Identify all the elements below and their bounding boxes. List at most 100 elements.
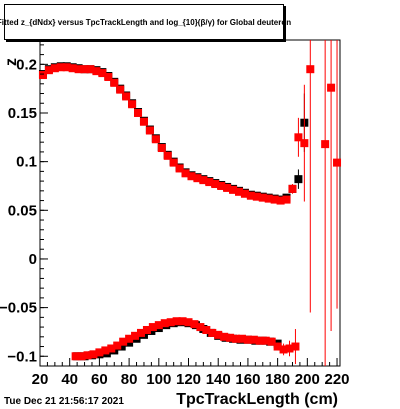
- data-point: [56, 63, 65, 72]
- data-point: [306, 65, 315, 74]
- data-point: [139, 117, 148, 126]
- data-point: [136, 328, 145, 337]
- data-point: [205, 178, 214, 187]
- data-point: [232, 334, 241, 343]
- data-point: [220, 332, 229, 341]
- data-point: [237, 334, 246, 343]
- data-point: [243, 335, 252, 344]
- data-point: [321, 140, 330, 149]
- data-point: [178, 317, 187, 326]
- x-tick-label: 60: [91, 371, 108, 388]
- data-point: [226, 333, 235, 342]
- data-point: [154, 321, 163, 330]
- data-point: [142, 325, 151, 334]
- data-point: [282, 195, 291, 204]
- data-point: [77, 352, 86, 361]
- data-point: [80, 65, 89, 74]
- data-point: [86, 65, 95, 74]
- data-point: [217, 181, 226, 190]
- data-point: [300, 139, 309, 148]
- data-point: [288, 184, 297, 193]
- x-tick-label: 200: [295, 371, 320, 388]
- y-tick-label: 0.1: [16, 154, 37, 171]
- data-point: [68, 64, 77, 73]
- data-point: [270, 195, 279, 204]
- data-point: [166, 318, 175, 327]
- x-tick-label: 160: [235, 371, 260, 388]
- data-point: [294, 133, 303, 142]
- data-point: [113, 341, 122, 350]
- data-point: [98, 69, 107, 78]
- chart-title-box: Fitted z_{dNdx} versus TpcTrackLength an…: [0, 4, 291, 40]
- data-point: [252, 192, 261, 201]
- data-point: [128, 100, 137, 109]
- data-point: [119, 337, 128, 346]
- data-point: [175, 164, 184, 173]
- data-point: [169, 158, 178, 167]
- data-point: [101, 346, 110, 355]
- data-point: [181, 169, 190, 178]
- data-point: [117, 342, 126, 351]
- data-point: [110, 78, 119, 87]
- x-axis-label: TpcTrackLength (cm): [176, 391, 338, 408]
- data-point: [223, 183, 232, 192]
- data-point: [95, 348, 104, 357]
- timestamp-footer: Tue Dec 21 21:56:17 2021: [4, 396, 124, 407]
- y-axis-label: z: [3, 58, 20, 66]
- data-point: [249, 335, 258, 344]
- data-point: [208, 328, 217, 337]
- data-point: [44, 66, 53, 75]
- chart-title: Fitted z_{dNdx} versus TpcTrackLength an…: [0, 17, 292, 27]
- data-point: [264, 194, 273, 203]
- y-tick-label: −0.1: [7, 348, 37, 365]
- data-point: [199, 176, 208, 185]
- data-point: [267, 337, 276, 346]
- data-point: [50, 64, 59, 73]
- x-tick-label: 100: [146, 371, 171, 388]
- x-tick-label: 80: [121, 371, 138, 388]
- x-tick-label: 120: [176, 371, 201, 388]
- data-point: [134, 108, 143, 117]
- data-point: [38, 71, 47, 80]
- data-point: [285, 344, 294, 353]
- data-point: [273, 342, 282, 351]
- plot-frame: [39, 39, 341, 367]
- data-point: [92, 67, 101, 76]
- data-point: [261, 336, 270, 345]
- data-point: [83, 351, 92, 360]
- data-point: [122, 92, 131, 101]
- data-point: [240, 189, 249, 198]
- data-point: [172, 317, 181, 326]
- data-point: [157, 144, 166, 153]
- data-point: [190, 320, 199, 329]
- data-point: [163, 151, 172, 160]
- data-point: [327, 83, 336, 92]
- data-point: [279, 345, 288, 354]
- x-tick-label: 140: [206, 371, 231, 388]
- data-point: [62, 63, 71, 72]
- data-marks: [38, 40, 342, 366]
- y-tick-label: 0.15: [8, 105, 37, 122]
- data-point: [148, 323, 157, 332]
- data-point: [145, 126, 154, 135]
- x-tick-label: 40: [61, 371, 78, 388]
- data-point: [202, 325, 211, 334]
- x-tick-label: 180: [265, 371, 290, 388]
- y-tick-label: −0.05: [0, 300, 37, 317]
- data-point: [229, 185, 238, 194]
- data-point: [333, 158, 342, 167]
- data-point: [131, 331, 140, 340]
- data-point: [116, 85, 125, 94]
- data-point: [276, 196, 285, 205]
- data-point: [89, 350, 98, 359]
- data-point: [294, 175, 303, 184]
- data-point: [291, 342, 300, 351]
- data-point: [258, 193, 267, 202]
- data-point: [74, 65, 83, 74]
- data-point: [235, 187, 244, 196]
- axes: 20 40 60 80 100 120 140 160 180 200 220 −0.1 −0.05 0 0…: [0, 44, 350, 388]
- x-tick-label: 220: [325, 371, 350, 388]
- y-tick-label: 0.05: [8, 202, 37, 219]
- data-point: [104, 72, 113, 81]
